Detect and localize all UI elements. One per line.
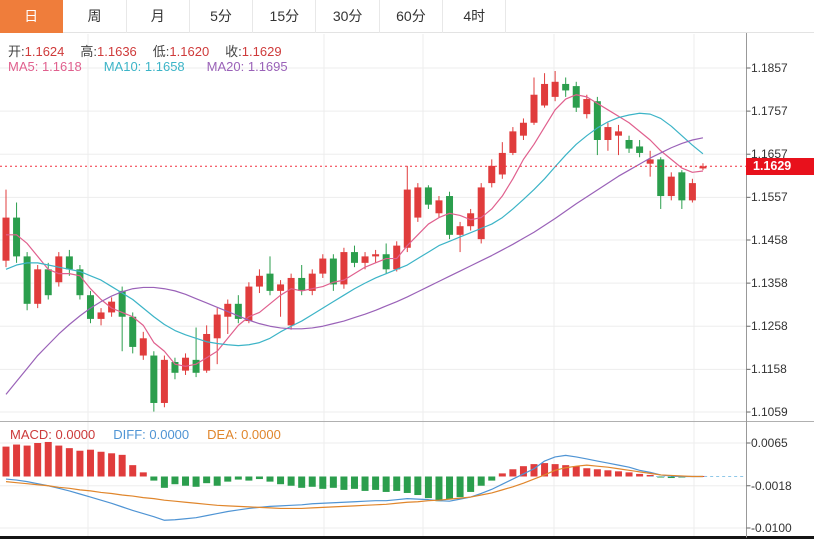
ma-legend-row: MA5: 1.1618 MA10: 1.1658 MA20: 1.1695 — [8, 59, 310, 74]
macd-label-0: MACD: 0.0000 — [10, 427, 96, 442]
ohlc-value-3: 1.1629 — [241, 44, 282, 59]
macd-legend-row: MACD: 0.0000 DIFF: 0.0000 DEA: 0.0000 — [10, 427, 299, 442]
ma-label-2: MA20: 1.1695 — [206, 59, 288, 74]
tab-monthly[interactable]: 月 — [127, 0, 190, 33]
current-price-badge: 1.1629 — [746, 158, 814, 175]
ohlc-label-2: 低: — [152, 44, 170, 59]
ohlc-value-2: 1.1620 — [169, 44, 210, 59]
tab-5min[interactable]: 5分 — [190, 0, 254, 33]
tab-60min[interactable]: 60分 — [380, 0, 444, 33]
tab-4hour[interactable]: 4时 — [443, 0, 507, 33]
ma-label-0: MA5: 1.1618 — [8, 59, 82, 74]
ohlc-row: 开:1.1624 高:1.1636 低:1.1620 收:1.1629 — [8, 41, 298, 60]
tab-weekly[interactable]: 周 — [63, 0, 127, 33]
tab-15min[interactable]: 15分 — [253, 0, 317, 33]
macd-label-1: DIFF: 0.0000 — [113, 427, 190, 442]
tab-daily[interactable]: 日 — [0, 0, 64, 33]
tab-30min[interactable]: 30分 — [316, 0, 380, 33]
tab-bar: 日周月 5分 15分 30分 60分 4时 — [0, 0, 814, 33]
ohlc-value-0: 1.1624 — [24, 44, 65, 59]
macd-label-2: DEA: 0.0000 — [207, 427, 281, 442]
ohlc-label-3: 收: — [225, 44, 242, 59]
ohlc-label-0: 开: — [8, 44, 25, 59]
ma-label-1: MA10: 1.1658 — [103, 59, 185, 74]
ohlc-label-1: 高: — [80, 44, 98, 59]
ohlc-value-1: 1.1636 — [97, 44, 137, 59]
